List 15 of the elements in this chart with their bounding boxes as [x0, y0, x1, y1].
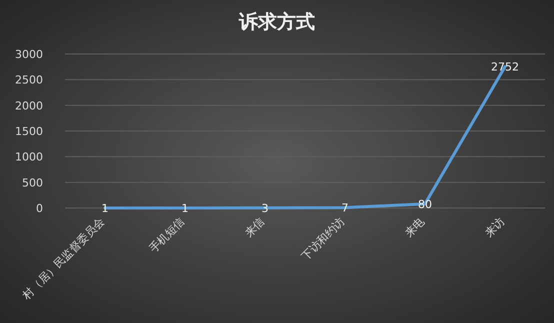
y-tick-label: 500: [22, 176, 43, 190]
x-tick-label: 来信: [242, 214, 268, 240]
y-tick-label: 2000: [15, 99, 43, 112]
chart-title: 诉求方式: [238, 11, 315, 33]
y-tick-label: 3000: [15, 48, 43, 61]
x-tick-label: 来访: [482, 214, 508, 240]
x-tick-label: 手机短信: [146, 214, 188, 256]
y-tick-label: 1500: [15, 125, 43, 138]
y-tick-label: 1000: [15, 150, 43, 164]
y-tick-label: 2500: [15, 74, 43, 87]
data-label: 7: [342, 202, 348, 215]
y-tick-label: 0: [36, 202, 43, 215]
x-tick-label: 村（居）民监督委员会: [19, 214, 108, 303]
x-tick-label: 下访和约访: [299, 214, 348, 264]
x-tick-label: 来电: [402, 214, 428, 240]
